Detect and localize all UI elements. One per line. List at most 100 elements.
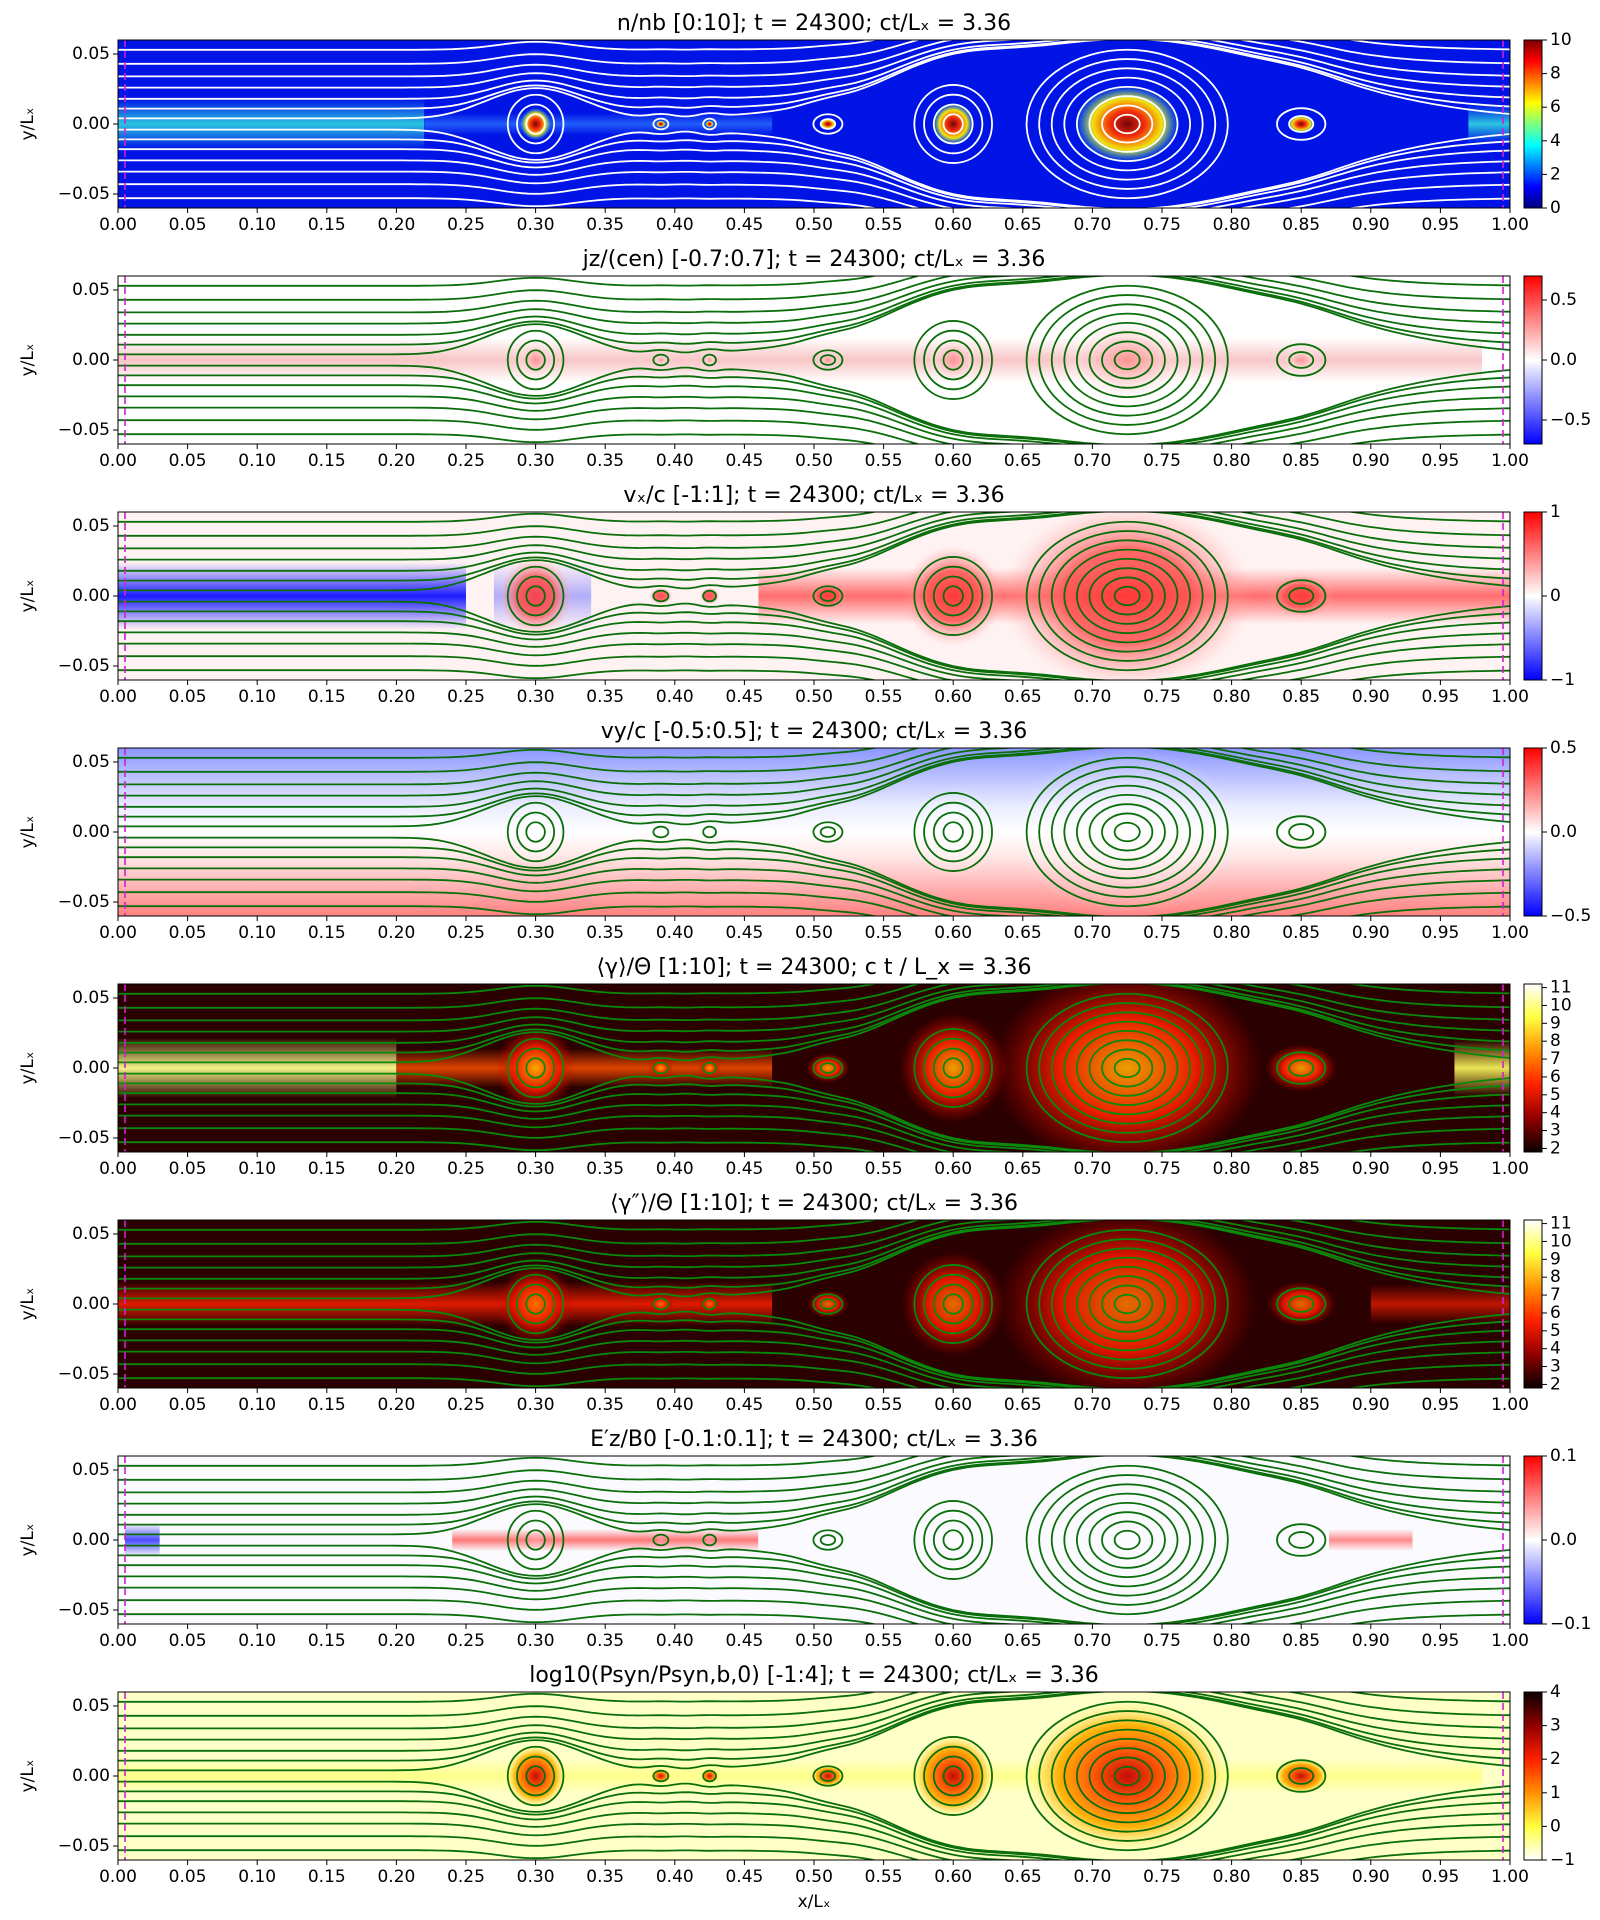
x-tick-label: 0.30 bbox=[517, 451, 555, 471]
island-contour bbox=[942, 585, 964, 607]
colorbar-tick-label: 6 bbox=[1550, 1303, 1561, 1323]
colorbar bbox=[1523, 275, 1543, 445]
x-tick-label: 0.85 bbox=[1282, 1867, 1320, 1887]
x-tick-label: 0.55 bbox=[865, 687, 903, 707]
x-tick-label: 0.35 bbox=[586, 215, 624, 235]
plasmoid-glow bbox=[1022, 1699, 1232, 1853]
x-tick-label: 0.60 bbox=[934, 1631, 972, 1651]
y-tick-label: −0.05 bbox=[58, 420, 110, 440]
island-contour bbox=[1063, 1256, 1191, 1352]
field-line bbox=[118, 836, 1510, 916]
plasmoid-glow bbox=[936, 1523, 970, 1557]
panel-title: ⟨γ⟩/Θ [1:10]; t = 24300; c t / L_x = 3.3… bbox=[596, 955, 1031, 980]
field-line bbox=[118, 600, 1510, 680]
island-contour bbox=[1025, 992, 1229, 1144]
island-contour bbox=[652, 1533, 670, 1547]
field-line bbox=[118, 1822, 1510, 1860]
y-tick-label: 0.05 bbox=[72, 44, 110, 64]
colorbar bbox=[1523, 1691, 1543, 1861]
x-tick-label: 0.25 bbox=[447, 923, 485, 943]
island-contour bbox=[1088, 567, 1166, 625]
island-contour bbox=[1063, 784, 1191, 880]
x-tick-label: 0.15 bbox=[308, 923, 346, 943]
field-line bbox=[118, 1220, 1510, 1290]
island-contour bbox=[932, 811, 974, 853]
island-contour bbox=[812, 585, 844, 607]
plasmoid-glow bbox=[821, 1535, 835, 1545]
colorbar-tick-label: 7 bbox=[1550, 1285, 1561, 1305]
island-contour bbox=[516, 103, 556, 145]
island-contour bbox=[1113, 1529, 1141, 1551]
current-sheet bbox=[118, 562, 466, 630]
island-contour bbox=[1075, 1029, 1179, 1107]
field-line bbox=[118, 40, 1510, 65]
island-contour bbox=[1075, 1265, 1179, 1343]
colorbar-tick-label: 0.5 bbox=[1550, 290, 1577, 310]
field-line bbox=[118, 891, 1510, 916]
island-contour bbox=[506, 93, 565, 155]
plasmoid-glow bbox=[819, 118, 837, 130]
x-tick-label: 0.10 bbox=[238, 687, 276, 707]
x-tick-label: 0.10 bbox=[238, 923, 276, 943]
island-contour bbox=[1101, 340, 1154, 380]
island-contour bbox=[932, 1519, 974, 1561]
x-tick-label: 0.45 bbox=[725, 687, 763, 707]
field-line bbox=[118, 642, 1510, 680]
x-tick-label: 0.60 bbox=[934, 923, 972, 943]
field-line bbox=[118, 984, 1510, 1044]
colorbar bbox=[1523, 39, 1543, 209]
field-line bbox=[118, 406, 1510, 444]
x-tick-label: 0.25 bbox=[447, 1631, 485, 1651]
island-contour bbox=[932, 1283, 974, 1325]
field-line bbox=[118, 276, 1510, 346]
x-tick-label: 0.30 bbox=[517, 1395, 555, 1415]
plasmoid-glow bbox=[698, 1058, 721, 1078]
x-tick-label: 0.65 bbox=[1004, 215, 1042, 235]
field-line bbox=[118, 1092, 1510, 1152]
x-tick-label: 0.40 bbox=[656, 1395, 694, 1415]
x-tick-label: 0.80 bbox=[1213, 923, 1251, 943]
colorbar-tick-label: −1 bbox=[1550, 1850, 1575, 1870]
plasmoid-glow bbox=[706, 1537, 713, 1543]
island-contour bbox=[1276, 1287, 1327, 1321]
island-contour bbox=[1088, 331, 1166, 389]
island-contour bbox=[1276, 1759, 1327, 1793]
x-tick-label: 1.00 bbox=[1491, 1631, 1529, 1651]
field-image bbox=[118, 512, 1510, 680]
colorbar-tick-label: 0.0 bbox=[1550, 1530, 1577, 1550]
island-contour bbox=[702, 1533, 717, 1547]
field-line bbox=[118, 40, 1510, 78]
field-line bbox=[118, 512, 1510, 561]
field-line bbox=[118, 384, 1510, 444]
x-tick-label: 0.60 bbox=[934, 451, 972, 471]
x-tick-label: 0.00 bbox=[99, 1631, 137, 1651]
plasmoid-glow bbox=[903, 545, 1004, 647]
field-line bbox=[118, 655, 1510, 680]
colorbar-tick-label: 4 bbox=[1550, 1682, 1561, 1702]
x-tick-label: 0.80 bbox=[1213, 451, 1251, 471]
plasmoid-glow bbox=[520, 107, 551, 141]
field-line bbox=[118, 1811, 1510, 1860]
y-axis-label: y/Lₓ bbox=[18, 1524, 38, 1557]
island-contour bbox=[1288, 351, 1315, 369]
island-contour bbox=[932, 1047, 974, 1089]
island-contour bbox=[1038, 1238, 1217, 1370]
island-contour bbox=[923, 801, 984, 863]
plasmoid-glow bbox=[991, 984, 1263, 1152]
x-tick-label: 0.40 bbox=[656, 1159, 694, 1179]
x-tick-label: 0.90 bbox=[1352, 687, 1390, 707]
field-line bbox=[118, 1780, 1510, 1860]
x-tick-label: 0.00 bbox=[99, 1395, 137, 1415]
island-contour bbox=[1063, 1020, 1191, 1116]
field-line bbox=[118, 1072, 1510, 1152]
island-contour bbox=[1288, 823, 1315, 841]
island-contour bbox=[1288, 1295, 1315, 1313]
x-tick-label: 0.65 bbox=[1004, 451, 1042, 471]
field-line bbox=[118, 40, 1510, 89]
x-tick-label: 0.00 bbox=[99, 1867, 137, 1887]
island-contour bbox=[913, 1736, 993, 1816]
y-tick-label: 0.00 bbox=[72, 1058, 110, 1078]
x-tick-label: 0.20 bbox=[377, 451, 415, 471]
colorbar-tick-label: 8 bbox=[1550, 1267, 1561, 1287]
field-line bbox=[118, 748, 1510, 759]
